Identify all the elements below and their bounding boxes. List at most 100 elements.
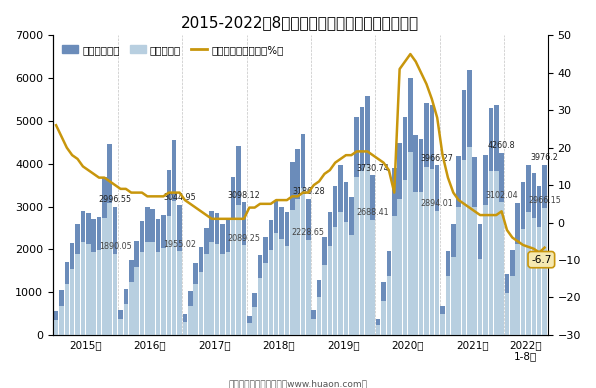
Bar: [166, 170, 171, 335]
Bar: [483, 155, 488, 335]
Bar: [80, 211, 85, 335]
Bar: [97, 217, 101, 335]
Text: 4260.8: 4260.8: [488, 141, 516, 150]
Bar: [177, 251, 182, 335]
Bar: [381, 282, 386, 335]
Bar: [462, 90, 466, 335]
Bar: [419, 192, 423, 335]
Bar: [280, 207, 284, 335]
Bar: [150, 209, 155, 335]
Bar: [54, 311, 58, 335]
Text: 3730.74: 3730.74: [356, 164, 389, 173]
Bar: [403, 118, 407, 335]
Bar: [440, 306, 445, 335]
Text: 3966.27: 3966.27: [421, 154, 454, 163]
Bar: [322, 237, 327, 335]
Bar: [209, 211, 214, 335]
Bar: [64, 284, 69, 335]
Bar: [355, 177, 359, 335]
Bar: [139, 222, 144, 335]
Bar: [258, 278, 262, 335]
Bar: [328, 211, 332, 335]
Bar: [118, 310, 123, 335]
Bar: [54, 320, 58, 335]
Bar: [365, 165, 370, 335]
Bar: [392, 216, 396, 335]
Text: 3186.28: 3186.28: [292, 187, 325, 196]
Bar: [274, 233, 278, 335]
Bar: [301, 134, 305, 335]
Text: 2089.25: 2089.25: [228, 234, 260, 243]
Bar: [499, 202, 504, 335]
Bar: [91, 252, 96, 335]
Bar: [414, 135, 418, 335]
Bar: [113, 207, 117, 335]
Bar: [473, 207, 477, 335]
Bar: [451, 225, 455, 335]
Bar: [188, 291, 193, 335]
Bar: [134, 267, 139, 335]
Bar: [263, 237, 268, 335]
Bar: [510, 250, 514, 335]
Title: 2015-2022年8月福建房地产投资额及住宅投资额: 2015-2022年8月福建房地产投资额及住宅投资额: [181, 15, 420, 30]
Bar: [80, 242, 85, 335]
Bar: [408, 78, 412, 335]
Bar: [333, 227, 337, 335]
Bar: [317, 297, 321, 335]
Bar: [204, 255, 209, 335]
Bar: [510, 276, 514, 335]
Bar: [317, 280, 321, 335]
Bar: [435, 165, 439, 335]
Bar: [285, 211, 289, 335]
Bar: [542, 208, 547, 335]
Bar: [398, 199, 402, 335]
Bar: [398, 143, 402, 335]
Bar: [306, 239, 311, 335]
Bar: [269, 250, 273, 335]
Bar: [258, 255, 262, 335]
Bar: [446, 276, 450, 335]
Legend: 房地产投资额, 住宅投资额, 房地产投资额增速（%）: 房地产投资额, 住宅投资额, 房地产投资额增速（%）: [58, 40, 288, 59]
Bar: [182, 314, 187, 335]
Bar: [97, 250, 101, 335]
Text: 2966.15: 2966.15: [528, 196, 561, 205]
Bar: [414, 192, 418, 335]
Bar: [290, 161, 294, 335]
Bar: [339, 211, 343, 335]
Bar: [516, 244, 520, 335]
Bar: [339, 165, 343, 335]
Bar: [145, 206, 150, 335]
Bar: [247, 316, 252, 335]
Bar: [387, 251, 391, 335]
Bar: [526, 165, 530, 335]
Text: 2688.41: 2688.41: [356, 208, 389, 217]
Bar: [344, 222, 348, 335]
Bar: [489, 171, 493, 335]
Bar: [236, 205, 241, 335]
Bar: [473, 157, 477, 335]
Bar: [252, 307, 257, 335]
Bar: [483, 205, 488, 335]
Text: 2996.55: 2996.55: [98, 195, 132, 204]
Bar: [70, 243, 74, 335]
Bar: [451, 256, 455, 335]
Bar: [145, 242, 150, 335]
Bar: [70, 269, 74, 335]
Bar: [247, 323, 252, 335]
Bar: [435, 211, 439, 335]
Bar: [75, 223, 80, 335]
Bar: [403, 180, 407, 335]
Bar: [355, 118, 359, 335]
Bar: [107, 144, 112, 335]
Bar: [118, 319, 123, 335]
Bar: [537, 227, 542, 335]
Bar: [516, 203, 520, 335]
Bar: [182, 322, 187, 335]
Bar: [91, 219, 96, 335]
Bar: [285, 246, 289, 335]
Bar: [494, 171, 498, 335]
Bar: [139, 252, 144, 335]
Bar: [193, 284, 198, 335]
Bar: [107, 203, 112, 335]
Bar: [467, 71, 471, 335]
